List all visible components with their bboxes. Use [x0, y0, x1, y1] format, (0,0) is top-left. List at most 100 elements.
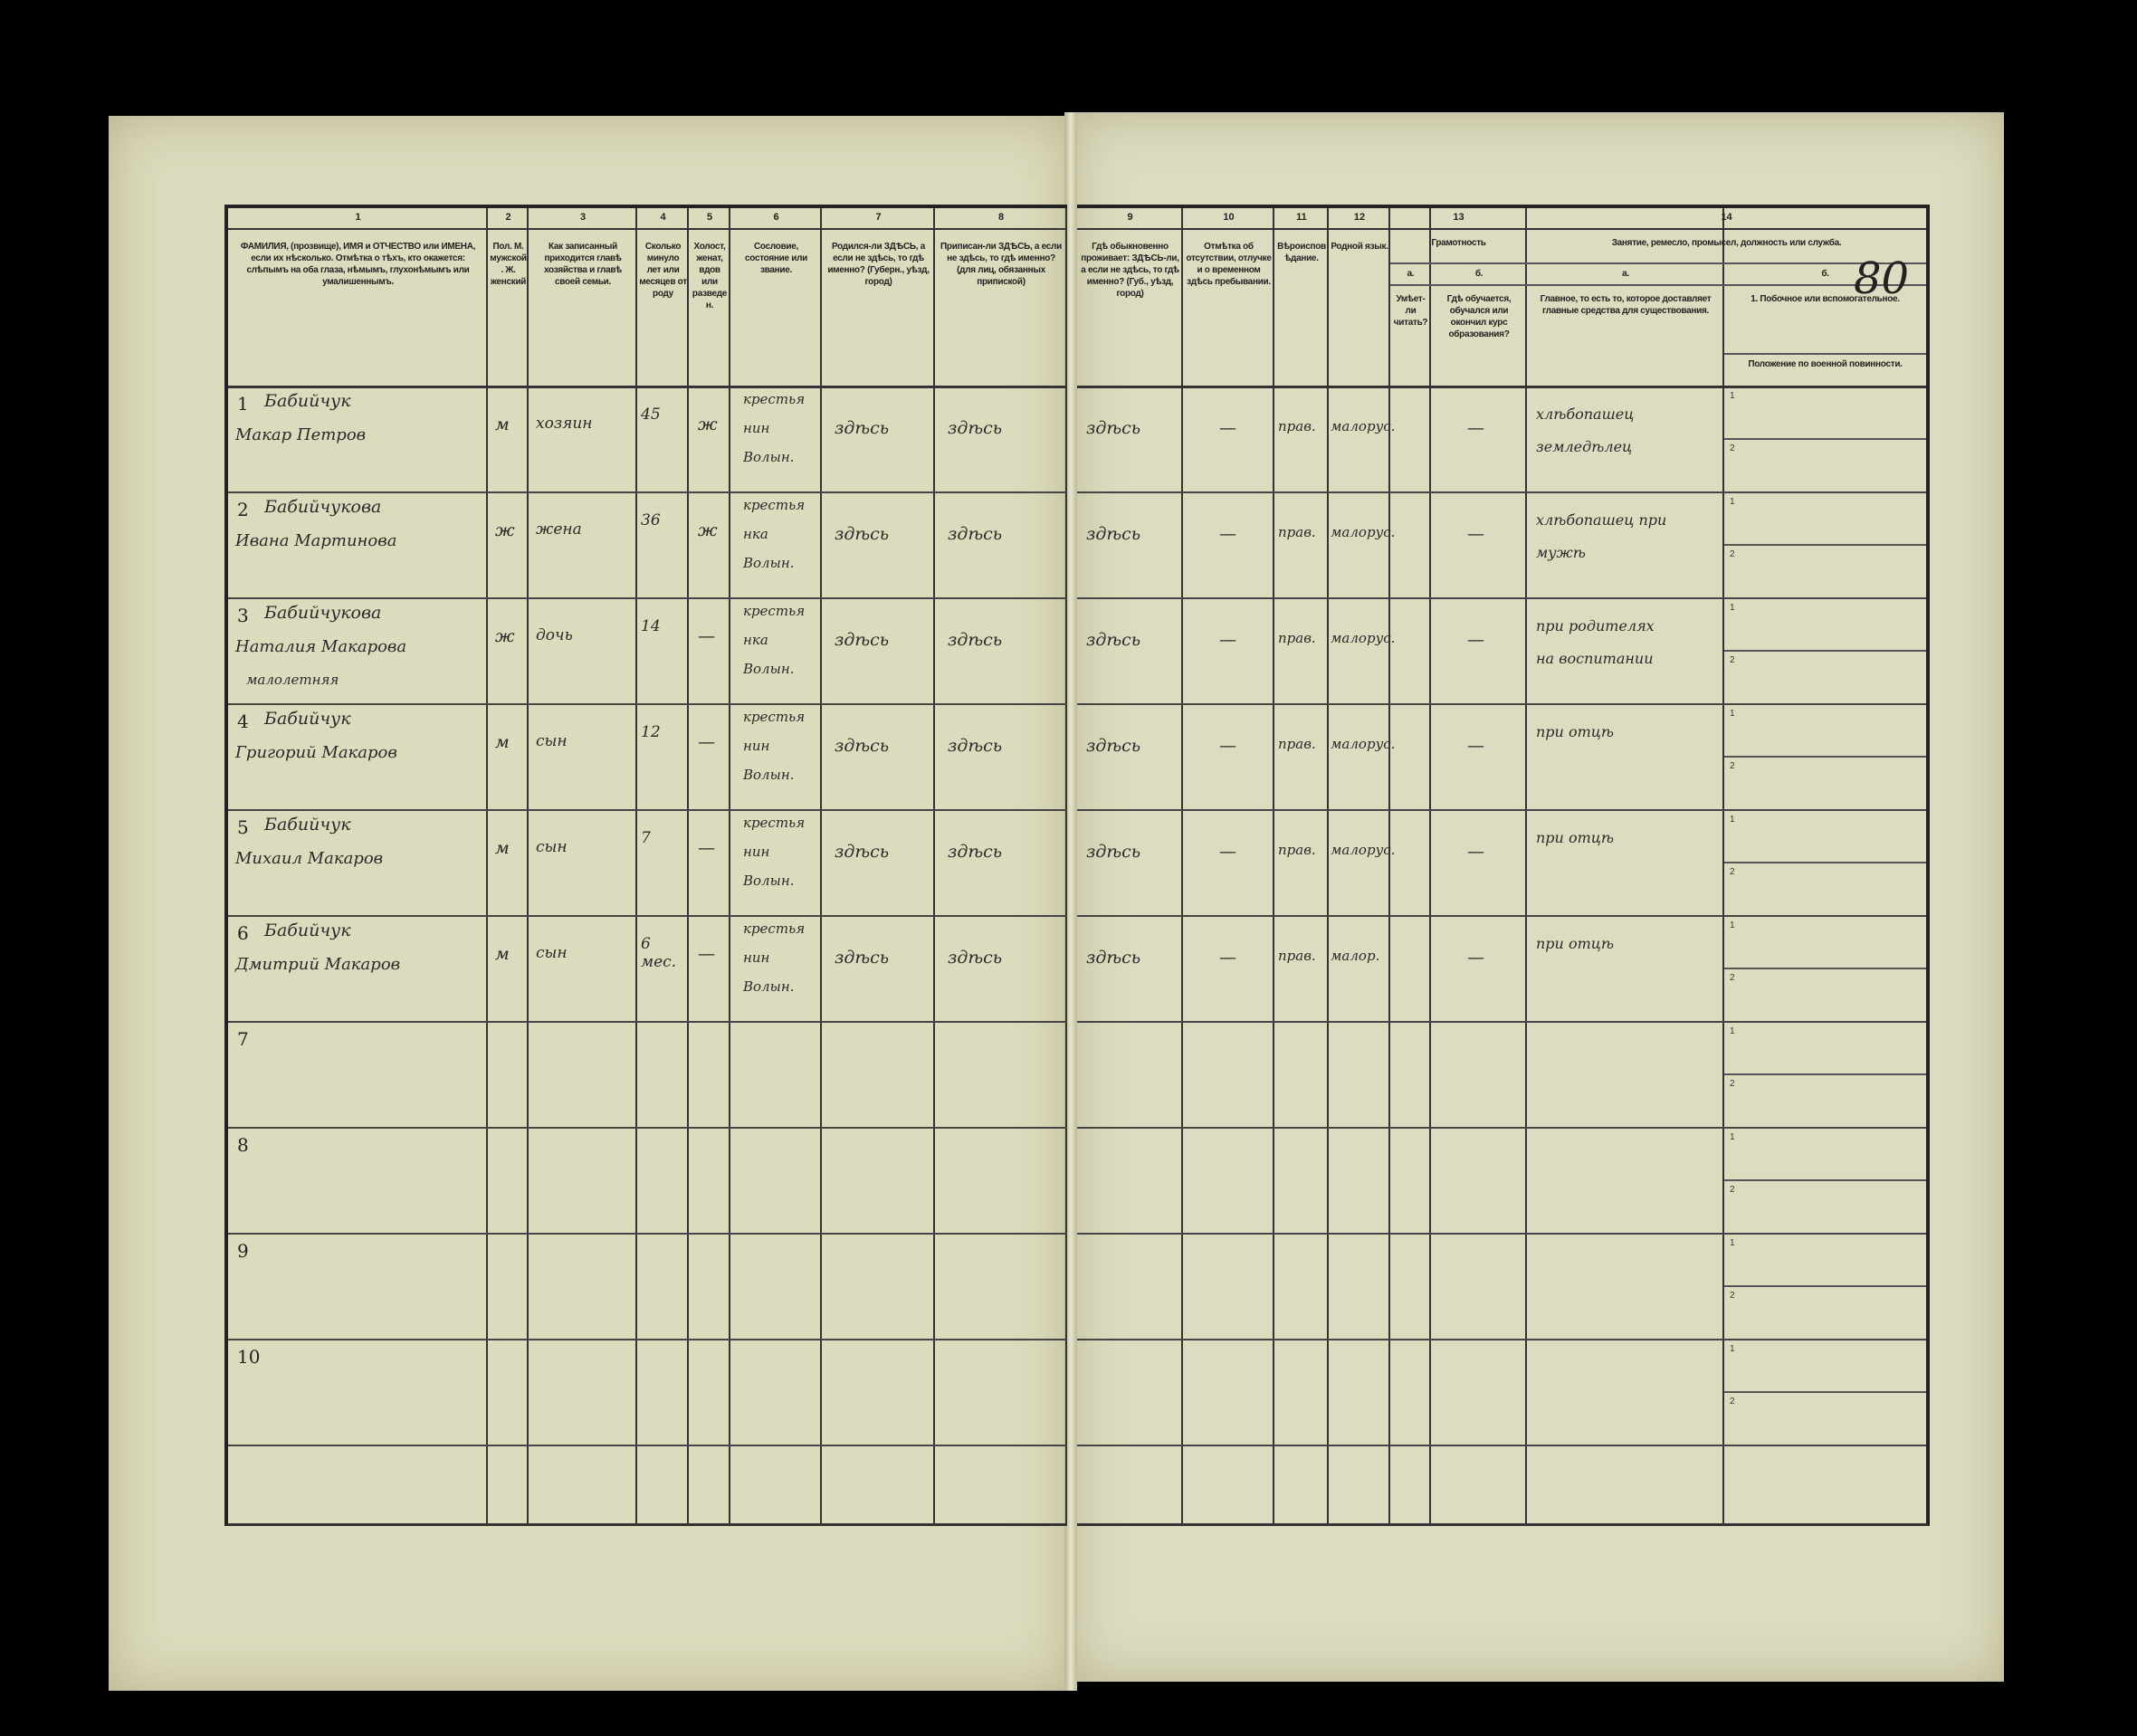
column-number: 7 — [875, 212, 882, 223]
given-name-patronymic: Ивана Мартинова — [235, 531, 397, 550]
table-row — [1077, 1127, 1926, 1235]
sex: ж — [495, 626, 515, 646]
birthplace: здѣсь — [835, 948, 890, 968]
column-line — [228, 208, 488, 1523]
column-line — [1077, 208, 1183, 1523]
religion: прав. — [1278, 948, 1316, 964]
right-page — [1070, 112, 2004, 1682]
column-header: Сколько минуло лет или месяцев от роду — [639, 242, 687, 299]
religion: прав. — [1278, 736, 1316, 752]
surname: Бабийчук — [264, 920, 351, 940]
sub-line-2: 2 — [1730, 1185, 1735, 1195]
estate: нин — [743, 420, 770, 436]
row-number: 4 — [237, 711, 249, 732]
sub-line-2: 2 — [1730, 867, 1735, 877]
occupation: при родителях — [1536, 617, 1655, 634]
table-row — [228, 386, 1067, 493]
column-number: 4 — [660, 212, 666, 223]
table-row — [1077, 703, 1926, 811]
sub-line-1: 1 — [1730, 1026, 1735, 1036]
occupation: хлѣбопашец при — [1536, 511, 1667, 529]
table-row — [228, 1233, 1067, 1340]
estate: Волын. — [743, 555, 795, 571]
column-number: 9 — [1127, 212, 1133, 223]
surname: Бабийчукова — [264, 497, 382, 517]
occupation: хлѣбопашец — [1536, 405, 1635, 423]
table-row — [228, 1339, 1067, 1446]
note-divider — [1724, 353, 1926, 355]
residence: здѣсь — [1086, 842, 1141, 862]
surname: Бабийчук — [264, 391, 351, 411]
occupation: на воспитании — [1536, 650, 1654, 667]
sub-line-2: 2 — [1730, 1291, 1735, 1301]
sub-letter: б. — [1821, 269, 1829, 279]
absence: — — [1219, 736, 1236, 756]
age: 6 мес. — [641, 935, 677, 971]
marital-status: — — [698, 732, 715, 752]
header-divider — [228, 208, 1067, 388]
estate: Волын. — [743, 873, 795, 889]
column-number: 12 — [1353, 212, 1366, 223]
native-language: малор. — [1331, 948, 1380, 964]
marital-status: — — [698, 838, 715, 858]
sub-line-2: 2 — [1730, 549, 1735, 559]
residence: здѣсь — [1086, 524, 1141, 544]
schooling: — — [1467, 736, 1484, 756]
sub-divider — [1527, 284, 1926, 286]
column-number: 11 — [1296, 212, 1307, 223]
schooling: — — [1467, 842, 1484, 862]
column-line — [1390, 208, 1431, 1523]
native-language: малорус. — [1331, 842, 1396, 858]
military-note: Положение по военной повинности. — [1748, 359, 1903, 369]
given-name-patronymic: Дмитрий Макаров — [235, 955, 401, 974]
native-language: малорус. — [1331, 736, 1396, 752]
estate: крестья — [743, 391, 806, 407]
occupation: при отцѣ — [1536, 935, 1615, 952]
sub-line-1: 1 — [1730, 1238, 1735, 1248]
column-header: ФАМИЛИЯ, (прозвище), ИМЯ и ОТЧЕСТВО или … — [240, 242, 476, 287]
column-line — [1527, 208, 1724, 1523]
residence: здѣсь — [1086, 418, 1141, 438]
column-header: Как записанный приходится главѣ хозяйств… — [544, 242, 622, 287]
native-language: малорус. — [1331, 418, 1396, 434]
column-header: Сословие, состояние или звание. — [745, 242, 807, 275]
sub-header: Умѣет-ли читать? — [1393, 294, 1428, 328]
relation: сын — [536, 732, 568, 750]
column-header: Вѣроисповѣдание. — [1277, 242, 1326, 263]
occupation-b-divider — [1724, 650, 1926, 652]
column-line — [1329, 208, 1390, 1523]
column-line — [488, 208, 529, 1523]
estate: крестья — [743, 603, 806, 619]
absence: — — [1219, 948, 1236, 968]
registration: здѣсь — [948, 418, 1003, 438]
sub-line-1: 1 — [1730, 391, 1735, 401]
column-group-header: Грамотность — [1431, 238, 1486, 248]
column-line — [1431, 208, 1527, 1523]
marital-status: — — [698, 944, 715, 964]
table-row — [228, 597, 1067, 705]
table-row — [228, 703, 1067, 811]
estate: Волын. — [743, 767, 795, 783]
sub-line-1: 1 — [1730, 497, 1735, 507]
column-number: 5 — [706, 212, 713, 223]
occupation-b-divider — [1724, 438, 1926, 440]
sex: м — [495, 838, 510, 858]
given-name-patronymic: Макар Петров — [235, 425, 367, 444]
row-number: 1 — [237, 393, 249, 415]
age: 45 — [641, 405, 661, 424]
column-number: 1 — [355, 212, 361, 223]
group-divider — [1390, 262, 1527, 264]
sub-header: 1. Побочное или вспомогательное. — [1751, 294, 1900, 304]
column-line — [637, 208, 689, 1523]
occupation: при отцѣ — [1536, 829, 1615, 846]
occupation: мужѣ — [1536, 544, 1586, 561]
row-number: 8 — [237, 1134, 249, 1156]
relation: сын — [536, 838, 568, 856]
registration: здѣсь — [948, 948, 1003, 968]
schooling: — — [1467, 418, 1484, 438]
estate: нин — [743, 844, 770, 860]
row-number: 2 — [237, 499, 249, 520]
age: 36 — [641, 511, 661, 529]
table-row — [1077, 1021, 1926, 1129]
religion: прав. — [1278, 418, 1316, 434]
